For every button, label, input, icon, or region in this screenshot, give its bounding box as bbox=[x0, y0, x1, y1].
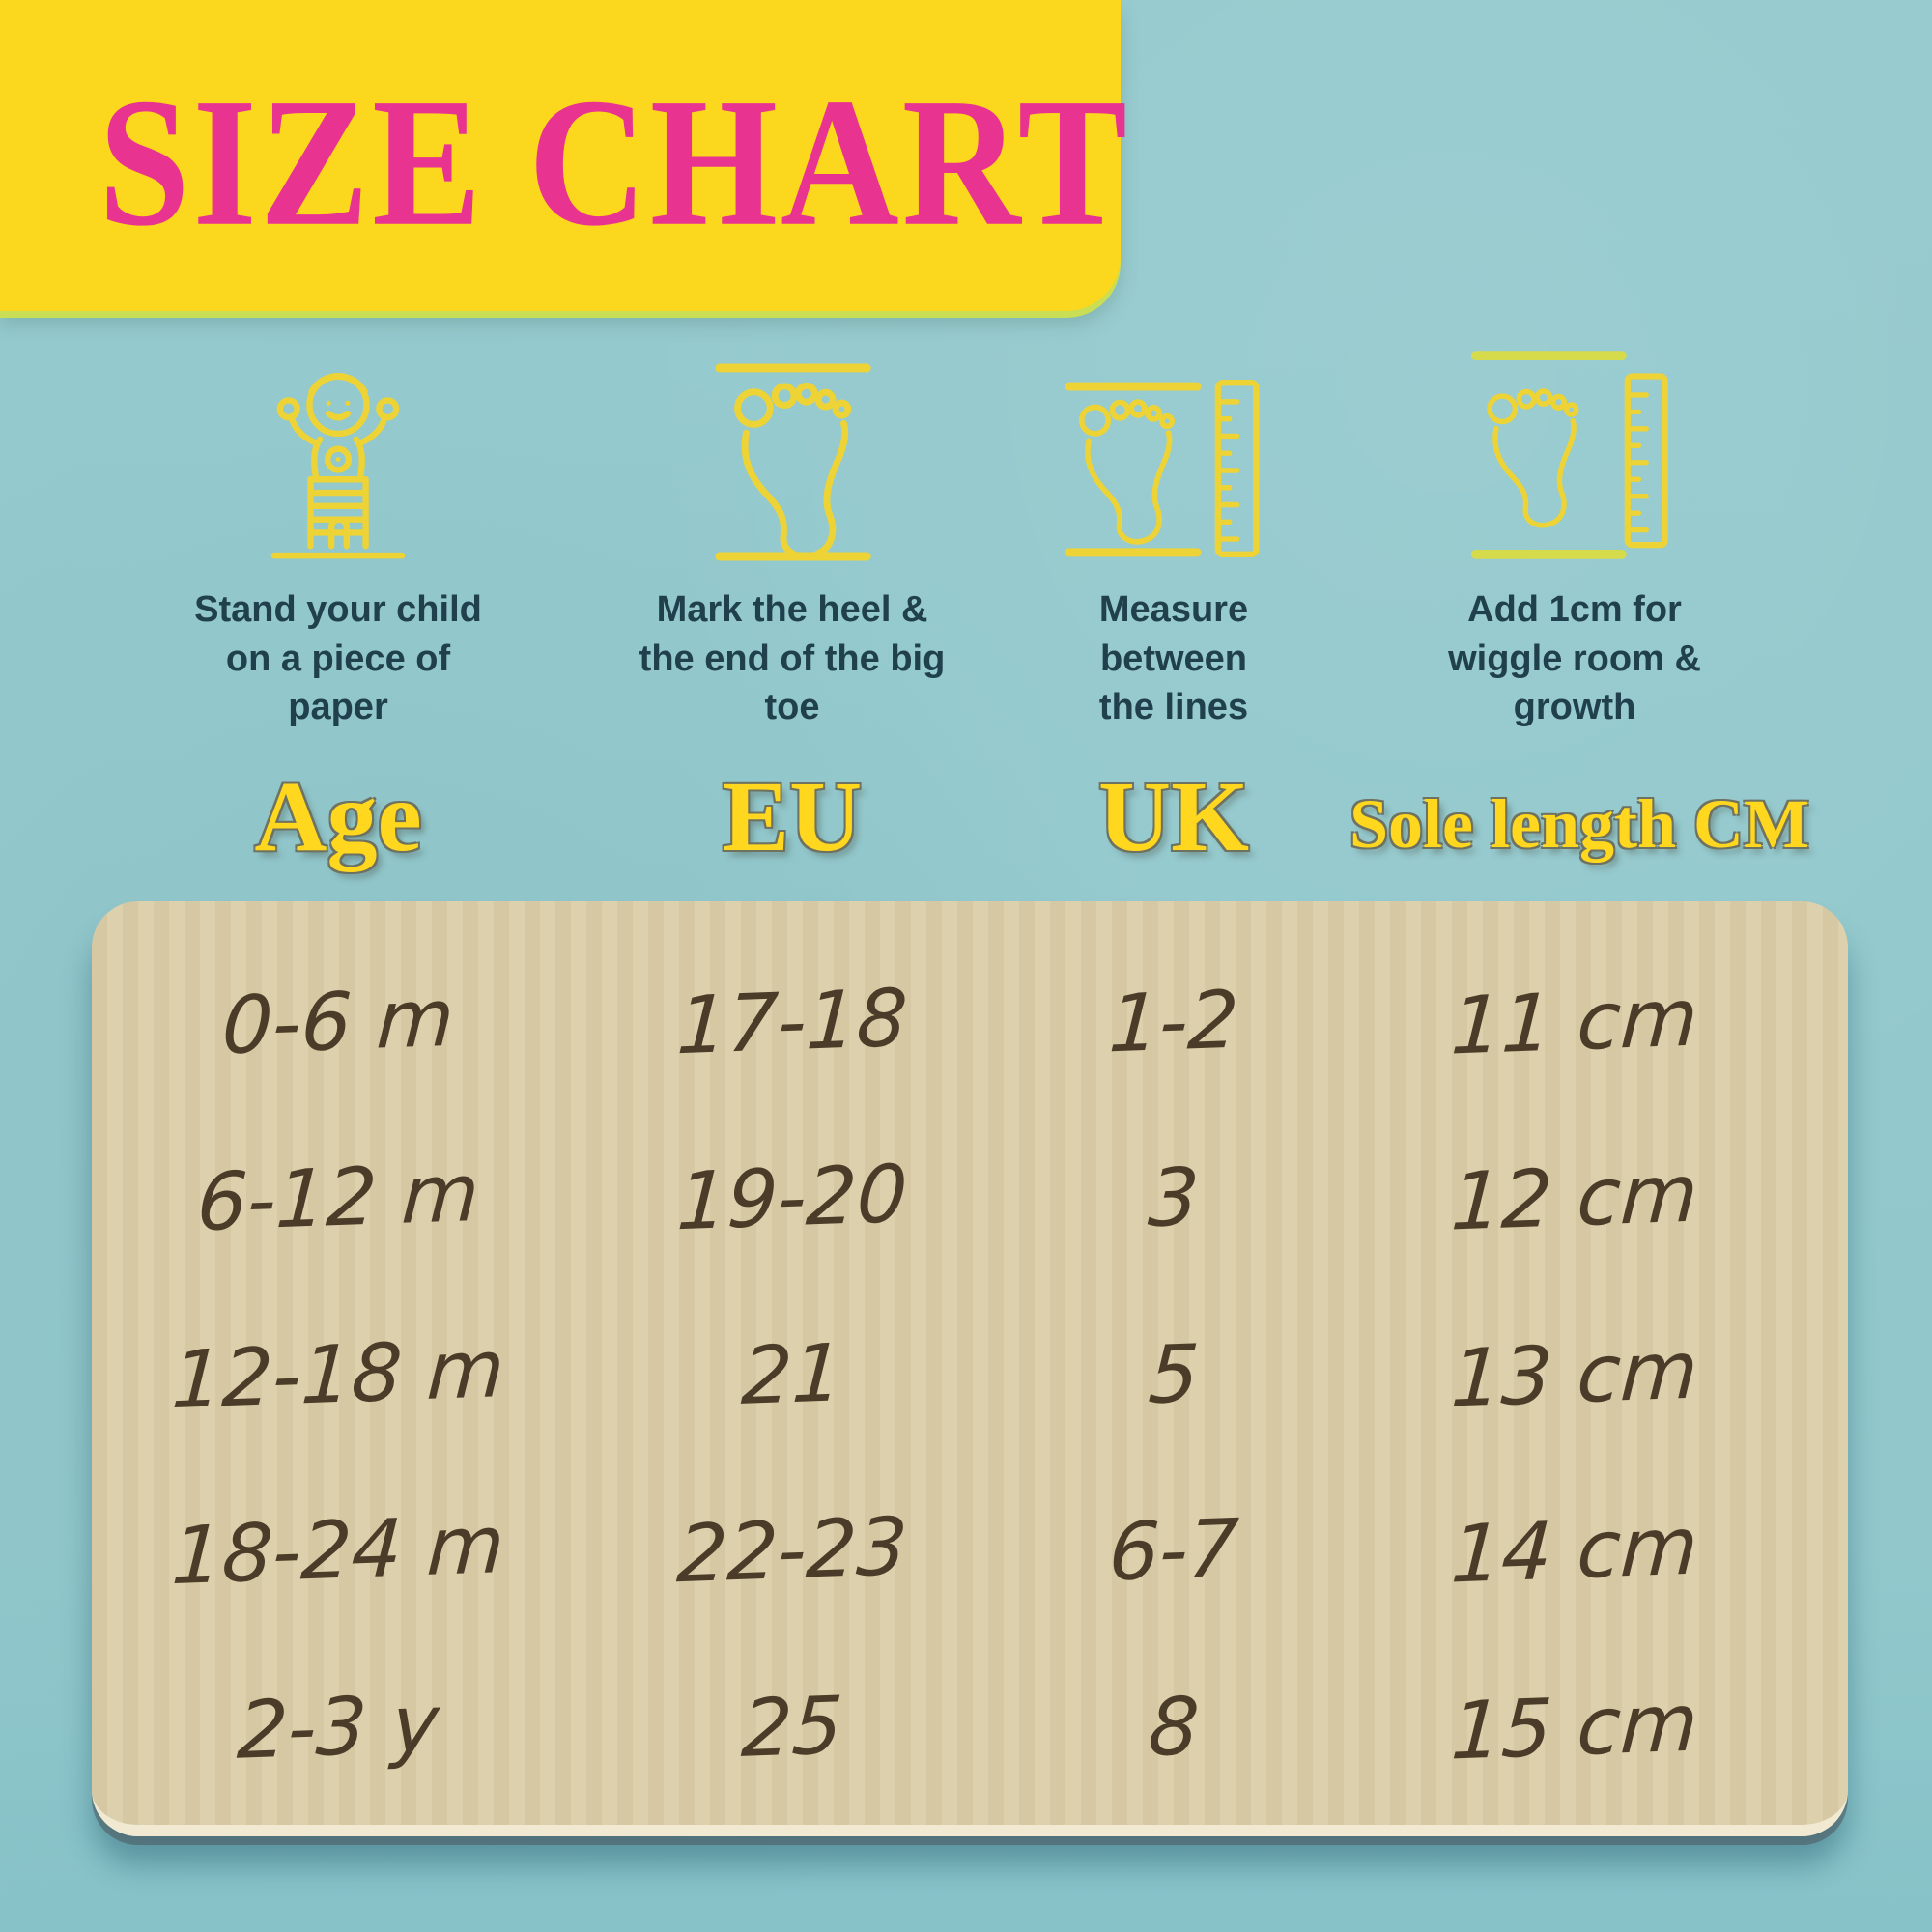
table-cell: 18-24 m bbox=[169, 1498, 507, 1603]
footprint-ruler-lines-icon bbox=[1470, 351, 1668, 559]
column-header-sole-length: Sole length CM bbox=[1350, 785, 1809, 863]
column-header-age: Age bbox=[254, 761, 422, 872]
table-cell: 6-12 m bbox=[194, 1147, 482, 1249]
page-title: SIZE CHART bbox=[99, 60, 1130, 264]
table-cell: 12-18 m bbox=[169, 1322, 507, 1427]
footprint-marked-icon bbox=[715, 363, 871, 561]
child-standing-icon bbox=[270, 373, 406, 559]
size-table: 0-6 m 17-18 1-2 11 cm 6-12 m 19-20 3 12 … bbox=[92, 901, 1848, 1836]
column-header-eu: EU bbox=[722, 761, 863, 872]
table-cell: 11 cm bbox=[1448, 971, 1701, 1073]
table-cell: 12 cm bbox=[1448, 1147, 1701, 1249]
step-stand-child: Stand your child on a piece of paper bbox=[101, 357, 575, 732]
step-add-1cm: Add 1cm for wiggle room & growth bbox=[1338, 351, 1811, 732]
table-cell: 2-3 y bbox=[235, 1677, 441, 1777]
title-banner: SIZE CHART bbox=[0, 0, 1127, 311]
table-cell: 21 bbox=[739, 1326, 845, 1423]
step-mark-heel-toe: Mark the heel & the end of the big toe bbox=[555, 357, 1029, 732]
table-cell: 17-18 bbox=[674, 972, 910, 1072]
table-cell: 14 cm bbox=[1448, 1499, 1701, 1602]
footprint-ruler-icon bbox=[1065, 379, 1260, 558]
table-cell: 6-7 bbox=[1106, 1502, 1241, 1599]
column-header-uk: UK bbox=[1098, 761, 1249, 872]
table-cell: 15 cm bbox=[1448, 1676, 1701, 1778]
table-cell: 8 bbox=[1146, 1680, 1202, 1775]
table-cell: 22-23 bbox=[674, 1500, 910, 1601]
table-cell: 19-20 bbox=[674, 1148, 910, 1248]
table-cell: 25 bbox=[739, 1679, 845, 1776]
step-label: Add 1cm for wiggle room & growth bbox=[1448, 589, 1701, 728]
step-label: Measure between the lines bbox=[1098, 589, 1249, 728]
table-cell: 13 cm bbox=[1448, 1323, 1701, 1426]
step-label: Mark the heel & the end of the big toe bbox=[639, 589, 946, 728]
step-measure: Measure between the lines bbox=[976, 357, 1372, 732]
table-cell: 1-2 bbox=[1106, 974, 1241, 1070]
step-label: Stand your child on a piece of paper bbox=[194, 589, 482, 728]
table-cell: 0-6 m bbox=[219, 972, 457, 1072]
table-cell: 3 bbox=[1146, 1151, 1202, 1245]
table-cell: 5 bbox=[1146, 1327, 1202, 1422]
